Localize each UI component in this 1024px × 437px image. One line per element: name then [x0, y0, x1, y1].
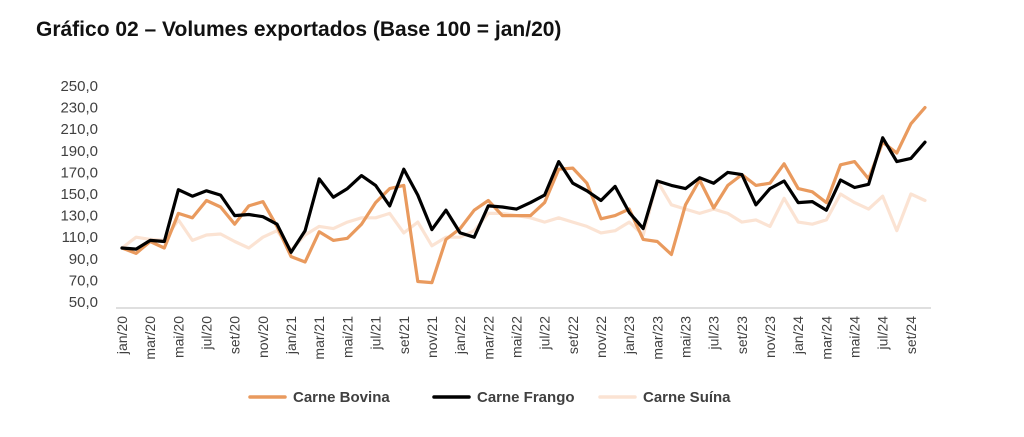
x-tick-label: set/24: [903, 316, 919, 354]
x-tick-label: nov/20: [255, 316, 271, 358]
x-tick-label: jul/21: [368, 316, 384, 351]
x-tick-label: jul/20: [199, 316, 215, 351]
x-tick-label: mar/24: [818, 316, 834, 360]
y-tick-label: 190,0: [60, 143, 98, 160]
series-layer: [120, 105, 927, 285]
x-tick-label: mar/21: [311, 316, 327, 360]
x-tick-label: mai/22: [508, 316, 524, 358]
y-tick-label: 50,0: [69, 294, 98, 311]
chart-title: Gráfico 02 – Volumes exportados (Base 10…: [36, 18, 562, 41]
y-tick-label: 250,0: [60, 78, 98, 95]
y-tick-label: 110,0: [62, 229, 98, 246]
legend-label: Carne Suína: [643, 389, 731, 406]
y-tick-label: 70,0: [69, 272, 98, 289]
y-axis: 250,0 230,0 210,0 190,0 170,0 150,0 130,0 110,0…: [60, 78, 98, 311]
x-tick-label: jul/24: [875, 316, 891, 351]
y-tick-label: 170,0: [60, 164, 98, 181]
x-tick-label: jul/22: [537, 316, 553, 351]
x-tick-label: mar/22: [480, 316, 496, 360]
y-tick-label: 90,0: [69, 251, 98, 268]
x-tick-label: jul/23: [706, 316, 722, 351]
y-tick-label: 210,0: [60, 121, 98, 138]
legend: Carne Bovina Carne Frango Carne Suína: [248, 389, 731, 406]
x-tick-label: mai/24: [847, 316, 863, 358]
series-line-carne-frango: [120, 136, 927, 254]
x-tick-label: mai/23: [678, 316, 694, 358]
y-tick-label: 130,0: [60, 208, 98, 225]
legend-label: Carne Bovina: [293, 389, 390, 406]
x-tick-label: nov/23: [762, 316, 778, 358]
x-tick-label: jan/23: [621, 316, 637, 355]
x-tick-label: set/20: [227, 316, 243, 354]
x-tick-label: mar/20: [142, 316, 158, 360]
x-tick-label: mar/23: [649, 316, 665, 360]
x-tick-label: jan/20: [114, 316, 130, 355]
x-tick-label: jan/21: [283, 316, 299, 355]
x-tick-label: set/23: [734, 316, 750, 354]
series-line-carne-bovina: [120, 105, 927, 285]
x-tick-label: mai/21: [339, 316, 355, 358]
x-tick-label: jan/22: [452, 316, 468, 355]
x-tick-label: mai/20: [170, 316, 186, 358]
x-tick-label: set/21: [396, 316, 412, 354]
y-tick-label: 150,0: [60, 186, 98, 203]
x-axis: jan/20 mar/20 mai/20 jul/20 set/20 nov/20 jan/…: [114, 307, 931, 360]
legend-label: Carne Frango: [477, 389, 575, 406]
x-tick-label: nov/21: [424, 316, 440, 358]
x-tick-label: jan/24: [790, 316, 806, 355]
x-tick-label: set/22: [565, 316, 581, 354]
x-tick-label: nov/22: [593, 316, 609, 358]
y-tick-label: 230,0: [60, 100, 98, 117]
